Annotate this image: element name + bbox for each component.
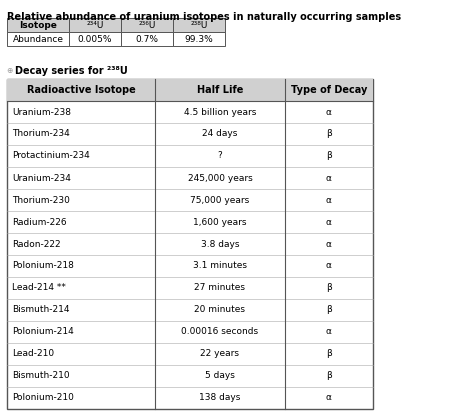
Text: β: β xyxy=(326,130,332,138)
Text: 22 years: 22 years xyxy=(201,349,239,359)
Text: Bismuth-210: Bismuth-210 xyxy=(12,372,70,380)
Bar xyxy=(7,32,69,46)
Text: Uranium-234: Uranium-234 xyxy=(12,173,71,183)
Text: 1,600 years: 1,600 years xyxy=(193,218,247,226)
Bar xyxy=(173,18,225,32)
Text: ²³⁶U: ²³⁶U xyxy=(138,20,155,30)
Bar xyxy=(69,32,121,46)
Text: Decay series for ²³⁸U: Decay series for ²³⁸U xyxy=(15,66,128,76)
Text: 3.1 minutes: 3.1 minutes xyxy=(193,261,247,271)
Text: Uranium-238: Uranium-238 xyxy=(12,108,71,116)
Text: Polonium-218: Polonium-218 xyxy=(12,261,74,271)
Text: Thorium-230: Thorium-230 xyxy=(12,196,70,204)
Bar xyxy=(7,18,69,32)
Text: Bismuth-214: Bismuth-214 xyxy=(12,306,70,314)
Text: α: α xyxy=(326,261,332,271)
Bar xyxy=(7,79,373,101)
Text: Polonium-214: Polonium-214 xyxy=(12,327,74,337)
Text: 20 minutes: 20 minutes xyxy=(194,306,246,314)
Text: 0.005%: 0.005% xyxy=(78,35,112,43)
Text: 0.00016 seconds: 0.00016 seconds xyxy=(182,327,258,337)
Text: Radioactive Isotope: Radioactive Isotope xyxy=(27,85,136,95)
Text: ²³⁴U: ²³⁴U xyxy=(86,20,104,30)
Text: 3.8 days: 3.8 days xyxy=(201,239,239,249)
Text: α: α xyxy=(326,394,332,402)
Text: α: α xyxy=(326,108,332,116)
Text: α: α xyxy=(326,327,332,337)
Text: Radon-222: Radon-222 xyxy=(12,239,61,249)
Text: α: α xyxy=(326,239,332,249)
Text: ?: ? xyxy=(218,151,222,161)
Text: β: β xyxy=(326,306,332,314)
Text: 245,000 years: 245,000 years xyxy=(188,173,252,183)
Text: Radium-226: Radium-226 xyxy=(12,218,67,226)
Text: 27 minutes: 27 minutes xyxy=(194,284,246,292)
Text: ²³⁸U: ²³⁸U xyxy=(191,20,208,30)
Text: Lead-210: Lead-210 xyxy=(12,349,54,359)
Text: β: β xyxy=(326,349,332,359)
Text: 0.7%: 0.7% xyxy=(136,35,158,43)
Text: Protactinium-234: Protactinium-234 xyxy=(12,151,90,161)
Text: 24 days: 24 days xyxy=(202,130,237,138)
Text: Type of Decay: Type of Decay xyxy=(291,85,367,95)
Text: Thorium-234: Thorium-234 xyxy=(12,130,70,138)
Text: 138 days: 138 days xyxy=(199,394,241,402)
Text: β: β xyxy=(326,372,332,380)
Text: 5 days: 5 days xyxy=(205,372,235,380)
Bar xyxy=(7,79,373,409)
Text: Half Life: Half Life xyxy=(197,85,243,95)
Text: Isotope: Isotope xyxy=(19,20,57,30)
Text: α: α xyxy=(326,218,332,226)
Text: Lead-214 **: Lead-214 ** xyxy=(12,284,66,292)
Text: β: β xyxy=(326,284,332,292)
Text: ⊕: ⊕ xyxy=(6,66,12,75)
Bar xyxy=(69,18,121,32)
Bar xyxy=(121,32,173,46)
Text: β: β xyxy=(326,151,332,161)
Text: Polonium-210: Polonium-210 xyxy=(12,394,74,402)
Bar xyxy=(173,32,225,46)
Text: α: α xyxy=(326,173,332,183)
Text: 99.3%: 99.3% xyxy=(185,35,213,43)
Text: Relative abundance of uranium isotopes in naturally occurring samples: Relative abundance of uranium isotopes i… xyxy=(7,12,401,22)
Text: Abundance: Abundance xyxy=(12,35,64,43)
Bar xyxy=(121,18,173,32)
Text: 4.5 billion years: 4.5 billion years xyxy=(184,108,256,116)
Text: 75,000 years: 75,000 years xyxy=(191,196,250,204)
Text: α: α xyxy=(326,196,332,204)
